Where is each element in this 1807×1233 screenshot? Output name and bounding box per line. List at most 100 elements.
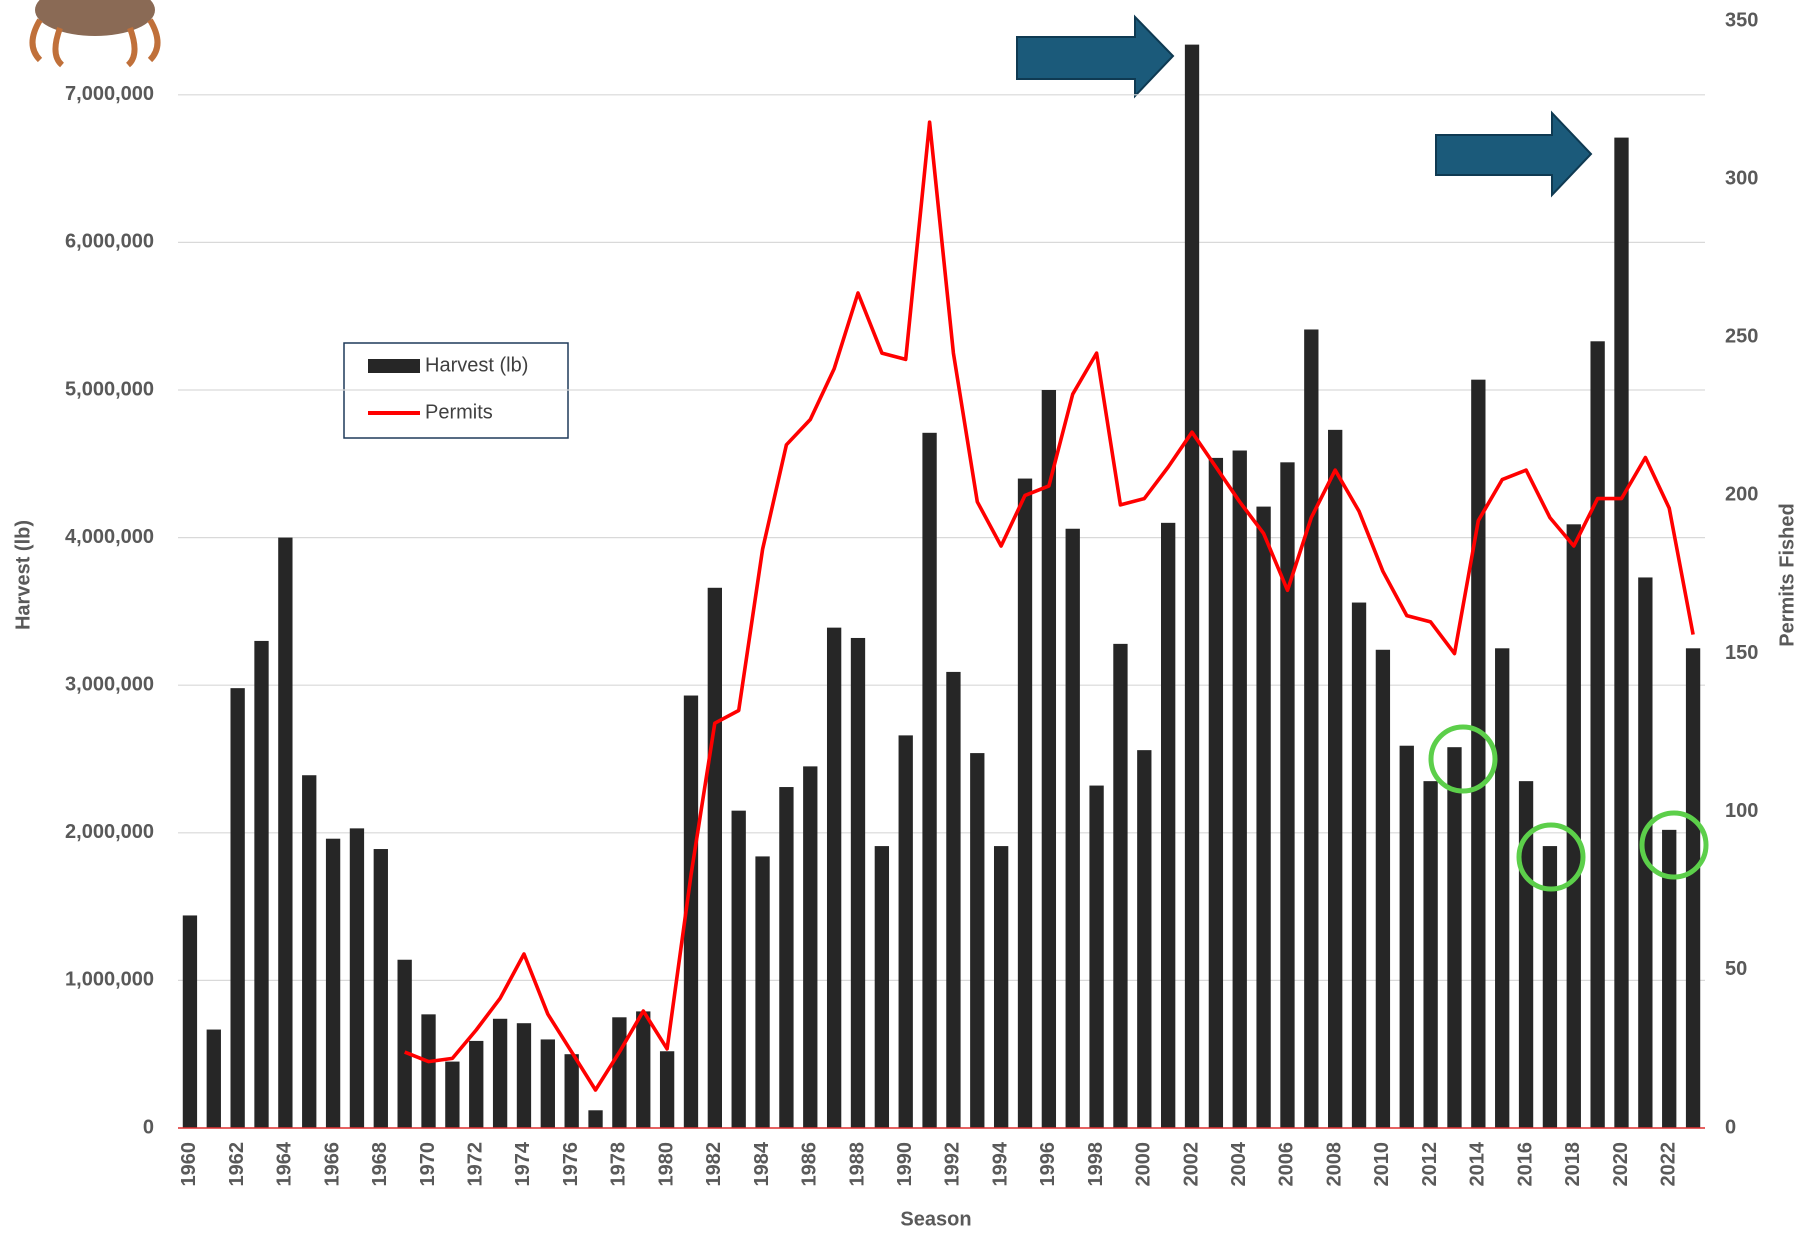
legend-label: Harvest (lb) [425, 354, 528, 376]
x-tick-label: 2002 [1180, 1142, 1202, 1187]
bar [732, 811, 746, 1128]
bar [1352, 603, 1366, 1128]
x-tick-label: 1974 [512, 1141, 534, 1186]
bar [994, 846, 1008, 1128]
bar [899, 735, 913, 1128]
bar [1328, 430, 1342, 1128]
bar [230, 688, 244, 1128]
y2-tick-label: 200 [1725, 484, 1758, 506]
bar [1209, 458, 1223, 1128]
x-tick-label: 1966 [321, 1142, 343, 1187]
x-tick-label: 2014 [1467, 1141, 1489, 1186]
y2-tick-label: 100 [1725, 800, 1758, 822]
y2-tick-label: 350 [1725, 9, 1758, 31]
x-tick-label: 2000 [1133, 1142, 1155, 1187]
bar [350, 828, 364, 1128]
bar [1376, 650, 1390, 1128]
bar [1066, 529, 1080, 1128]
bar [1400, 746, 1414, 1128]
x-tick-label: 1964 [274, 1141, 296, 1186]
bar [469, 1041, 483, 1128]
bar [421, 1014, 435, 1128]
bar [1423, 781, 1437, 1128]
y-axis-title: Harvest (lb) [12, 520, 34, 630]
bar [1089, 786, 1103, 1128]
bar [1233, 451, 1247, 1128]
bar [1590, 341, 1604, 1128]
arrow [1017, 17, 1173, 96]
legend-label: Permits [425, 401, 493, 423]
bar [708, 588, 722, 1128]
bar [946, 672, 960, 1128]
bar [278, 538, 292, 1128]
x-tick-label: 2010 [1371, 1142, 1393, 1187]
x-tick-label: 1986 [799, 1142, 821, 1187]
bar [1686, 648, 1700, 1128]
bar [922, 433, 936, 1128]
y-tick-label: 4,000,000 [65, 526, 154, 548]
y2-tick-label: 250 [1725, 326, 1758, 348]
bar [1018, 479, 1032, 1128]
legend-swatch [368, 359, 420, 373]
y-tick-label: 3,000,000 [65, 673, 154, 695]
x-tick-label: 1980 [655, 1142, 677, 1187]
x-tick-label: 2006 [1276, 1142, 1298, 1187]
bar [636, 1011, 650, 1128]
x-tick-label: 2016 [1514, 1142, 1536, 1187]
bar [1614, 138, 1628, 1128]
bar [1137, 750, 1151, 1128]
x-tick-label: 1990 [894, 1142, 916, 1187]
y2-tick-label: 50 [1725, 958, 1747, 980]
y-tick-label: 7,000,000 [65, 83, 154, 105]
y-tick-label: 5,000,000 [65, 378, 154, 400]
x-tick-label: 1984 [751, 1141, 773, 1186]
x-tick-label: 2008 [1323, 1142, 1345, 1187]
bar [827, 628, 841, 1128]
chart: Season Harvest (lb) Permits Fished Harve… [0, 0, 1807, 1233]
x-axis-title: Season [900, 1208, 971, 1230]
y2-axis-title: Permits Fished [1776, 503, 1798, 646]
bar [1304, 329, 1318, 1128]
bar [517, 1023, 531, 1128]
bar [588, 1110, 602, 1128]
bar [1280, 462, 1294, 1128]
x-tick-label: 1960 [178, 1142, 200, 1187]
bar [254, 641, 268, 1128]
x-tick-label: 2022 [1657, 1142, 1679, 1187]
x-tick-label: 1978 [608, 1142, 630, 1187]
crab-icon [33, 0, 158, 65]
x-tick-label: 1988 [846, 1142, 868, 1187]
x-tick-label: 1962 [226, 1142, 248, 1187]
x-tick-label: 1992 [942, 1142, 964, 1187]
y2-tick-label: 0 [1725, 1116, 1736, 1138]
arrow [1436, 113, 1591, 195]
bar [207, 1030, 221, 1128]
bar [1185, 45, 1199, 1128]
x-tick-label: 1972 [465, 1142, 487, 1187]
bar [1042, 390, 1056, 1128]
x-tick-label: 2012 [1419, 1142, 1441, 1187]
bar [1256, 507, 1270, 1128]
bar [755, 856, 769, 1128]
bar [851, 638, 865, 1128]
bar [374, 849, 388, 1128]
y-tick-label: 1,000,000 [65, 969, 154, 991]
bar [183, 915, 197, 1128]
bar [565, 1054, 579, 1128]
x-tick-label: 1968 [369, 1142, 391, 1187]
x-tick-label: 1976 [560, 1142, 582, 1187]
bar [612, 1017, 626, 1128]
bar [1495, 648, 1509, 1128]
bar [445, 1062, 459, 1128]
x-tick-label: 1996 [1037, 1142, 1059, 1187]
bar [1447, 747, 1461, 1128]
x-tick-label: 2004 [1228, 1141, 1250, 1186]
bar [779, 787, 793, 1128]
bar [970, 753, 984, 1128]
x-tick-label: 1994 [989, 1141, 1011, 1186]
y2-tick-label: 300 [1725, 167, 1758, 189]
y2-tick-label: 150 [1725, 642, 1758, 664]
x-tick-label: 2020 [1610, 1142, 1632, 1187]
bar [398, 960, 412, 1128]
bar [493, 1019, 507, 1128]
